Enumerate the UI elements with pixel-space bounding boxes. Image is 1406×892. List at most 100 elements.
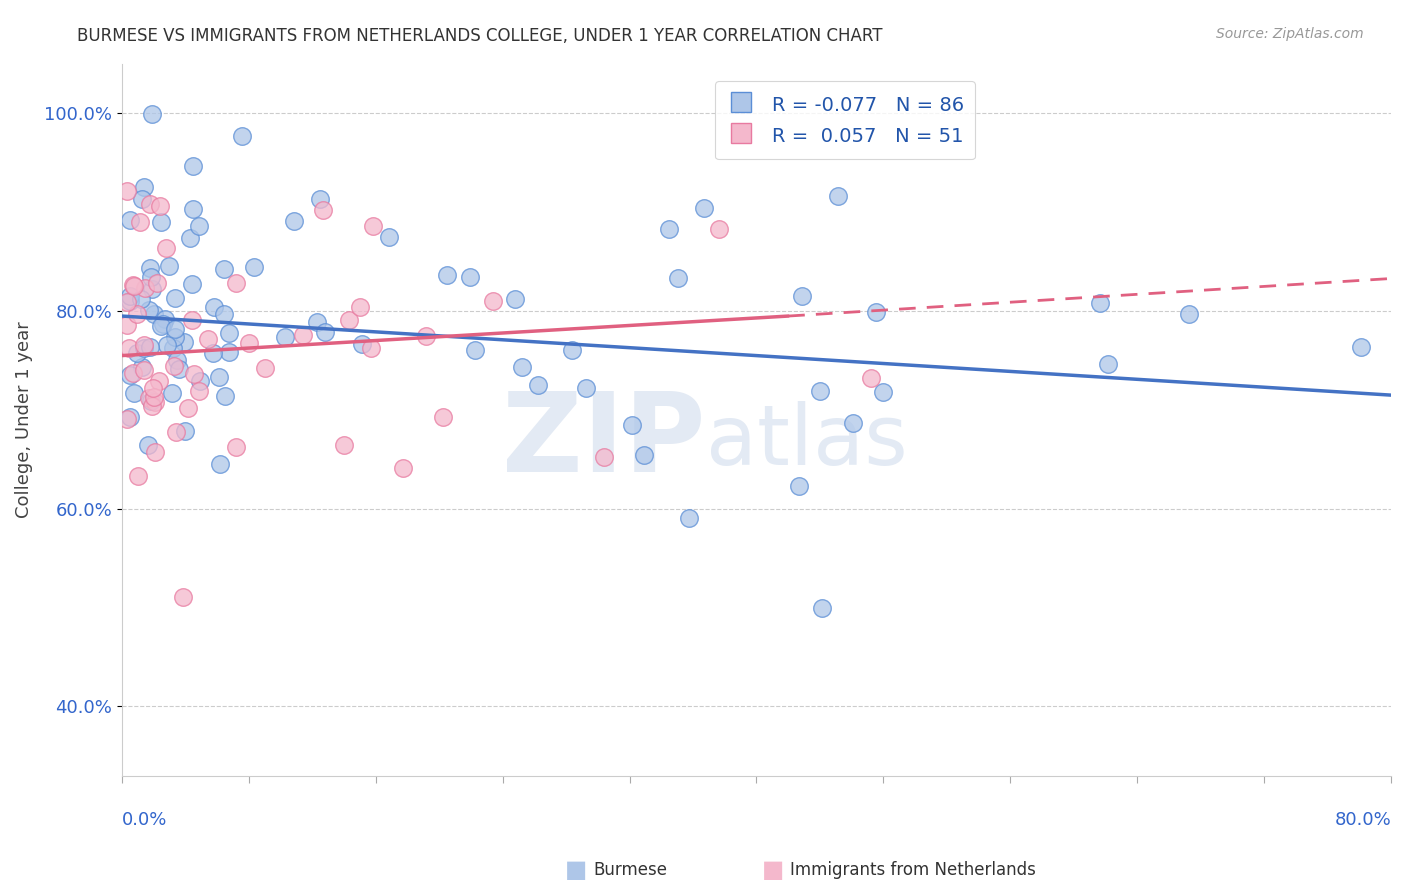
Point bbox=[188, 384, 211, 398]
Point bbox=[179, 230, 201, 244]
Text: Immigrants from Netherlands: Immigrants from Netherlands bbox=[790, 861, 1036, 879]
Point bbox=[526, 378, 548, 392]
Point bbox=[166, 353, 188, 368]
Point bbox=[143, 395, 166, 409]
Point bbox=[118, 213, 141, 227]
Point bbox=[283, 214, 305, 228]
Point bbox=[792, 289, 814, 303]
Point bbox=[131, 192, 153, 206]
Point bbox=[118, 368, 141, 382]
Point bbox=[209, 457, 232, 471]
Text: Burmese: Burmese bbox=[593, 861, 668, 879]
Point bbox=[142, 391, 165, 405]
Point bbox=[139, 197, 162, 211]
Point bbox=[143, 444, 166, 458]
Point bbox=[510, 360, 533, 375]
Point bbox=[177, 401, 200, 416]
Point bbox=[808, 384, 831, 398]
Point bbox=[1350, 340, 1372, 354]
Point bbox=[148, 374, 170, 388]
Legend: R = -0.077   N = 86, R =  0.057   N = 51: R = -0.077 N = 86, R = 0.057 N = 51 bbox=[716, 81, 976, 160]
Point bbox=[149, 199, 172, 213]
Point bbox=[231, 128, 253, 143]
Point bbox=[125, 345, 148, 359]
Point bbox=[360, 342, 382, 356]
Point bbox=[827, 189, 849, 203]
Point bbox=[197, 332, 219, 346]
Point bbox=[292, 327, 315, 342]
Point bbox=[225, 440, 247, 454]
Point bbox=[561, 343, 583, 357]
Point bbox=[150, 319, 173, 334]
Point bbox=[678, 511, 700, 525]
Text: ZIP: ZIP bbox=[502, 388, 706, 495]
Point bbox=[212, 306, 235, 320]
Point bbox=[1097, 357, 1119, 371]
Point bbox=[139, 260, 162, 275]
Point bbox=[120, 289, 142, 303]
Point bbox=[117, 341, 139, 355]
Text: ■: ■ bbox=[762, 858, 785, 881]
Point bbox=[378, 230, 401, 244]
Point bbox=[333, 438, 356, 452]
Point bbox=[218, 326, 240, 341]
Point bbox=[163, 359, 186, 373]
Point bbox=[165, 291, 187, 305]
Point bbox=[136, 438, 159, 452]
Text: 0.0%: 0.0% bbox=[122, 811, 167, 830]
Point bbox=[141, 281, 163, 295]
Point bbox=[482, 293, 505, 308]
Point bbox=[146, 276, 169, 290]
Point bbox=[142, 307, 165, 321]
Point bbox=[274, 330, 297, 344]
Point bbox=[122, 278, 145, 293]
Point bbox=[352, 336, 374, 351]
Point bbox=[162, 386, 184, 401]
Point bbox=[141, 107, 163, 121]
Point bbox=[392, 460, 415, 475]
Point bbox=[142, 381, 165, 395]
Text: 80.0%: 80.0% bbox=[1334, 811, 1391, 830]
Point bbox=[115, 318, 138, 333]
Point bbox=[127, 469, 149, 483]
Point bbox=[305, 315, 328, 329]
Point bbox=[169, 362, 191, 376]
Point bbox=[153, 312, 176, 326]
Point bbox=[152, 317, 174, 331]
Point bbox=[118, 409, 141, 424]
Point bbox=[872, 385, 894, 400]
Point bbox=[165, 330, 187, 344]
Point bbox=[666, 270, 689, 285]
Point bbox=[415, 328, 437, 343]
Point bbox=[132, 337, 155, 351]
Point bbox=[155, 241, 177, 255]
Point bbox=[865, 305, 887, 319]
Point bbox=[162, 341, 184, 355]
Point bbox=[165, 425, 187, 440]
Point bbox=[787, 479, 810, 493]
Text: ■: ■ bbox=[565, 858, 588, 881]
Point bbox=[115, 412, 138, 426]
Point bbox=[138, 391, 160, 405]
Point bbox=[349, 300, 371, 314]
Point bbox=[225, 276, 247, 290]
Point bbox=[575, 381, 598, 395]
Point bbox=[308, 192, 330, 206]
Point bbox=[593, 450, 616, 464]
Point bbox=[860, 371, 883, 385]
Point bbox=[115, 184, 138, 198]
Point bbox=[150, 215, 173, 229]
Point bbox=[1178, 307, 1201, 321]
Point bbox=[314, 326, 336, 340]
Point bbox=[187, 219, 209, 234]
Point bbox=[122, 386, 145, 401]
Point bbox=[115, 295, 138, 310]
Point bbox=[436, 268, 458, 282]
Point bbox=[693, 202, 716, 216]
Point bbox=[188, 374, 211, 388]
Point bbox=[163, 321, 186, 335]
Point bbox=[243, 260, 266, 274]
Point bbox=[503, 292, 526, 306]
Point bbox=[202, 300, 225, 314]
Point bbox=[218, 345, 240, 359]
